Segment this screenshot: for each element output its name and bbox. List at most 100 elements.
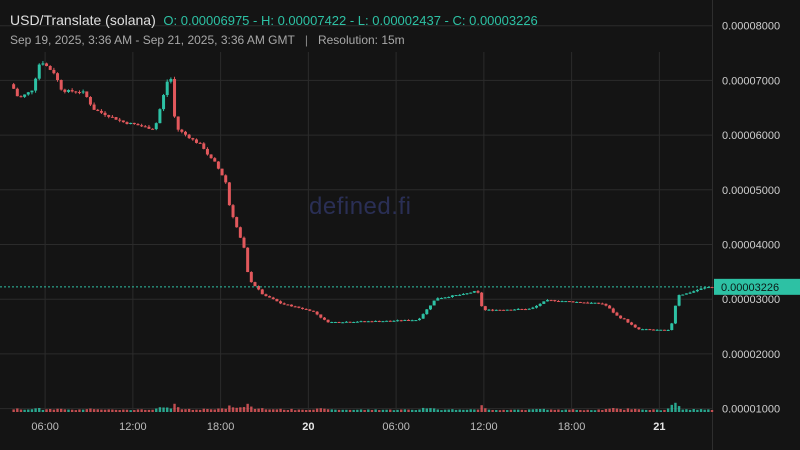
volume-bar (92, 409, 96, 412)
volume-bar (506, 410, 509, 412)
volume-bar (692, 408, 695, 412)
volume-bar (517, 409, 520, 412)
volume-bar (487, 409, 491, 412)
volume-bar (96, 409, 99, 412)
candle-body (191, 138, 195, 140)
candle-body (202, 143, 206, 149)
candle-body (483, 306, 487, 311)
volume-bar (239, 407, 242, 412)
volume-bar (125, 409, 129, 412)
time-axis[interactable]: 06:00 12:00 18:00 20 06:00 12:00 18:00 21 (31, 421, 665, 433)
volume-bar (666, 408, 670, 412)
volume-bar (38, 408, 41, 412)
volume-bar (187, 408, 191, 412)
candle-body (454, 295, 458, 297)
candle-body (666, 330, 670, 332)
candle-body (99, 110, 103, 113)
volume-bar (403, 409, 407, 412)
candle-body (56, 73, 60, 81)
candle-body (692, 291, 696, 293)
candle-body (531, 307, 535, 309)
candle-body (633, 324, 637, 328)
candle-body (45, 63, 49, 66)
volume-bar (330, 409, 333, 412)
volume-bar (363, 409, 366, 412)
price-axis[interactable]: 0.00008000 0.00007000 0.00006000 0.00005000… (722, 21, 780, 416)
volume-bar (45, 409, 48, 412)
volume-bar (370, 409, 374, 412)
candle-body (662, 329, 666, 331)
candle-body (622, 318, 626, 320)
volume-bar (531, 409, 535, 412)
volume-bar (323, 408, 326, 412)
volume-bar (166, 407, 169, 412)
volume-bar (23, 409, 26, 412)
chart-subheader: Sep 19, 2025, 3:36 AM - Sep 21, 2025, 3:… (10, 33, 405, 47)
candle-body (114, 117, 118, 120)
volume-bar (615, 408, 619, 412)
volume-bar (107, 409, 110, 412)
resolution-label[interactable]: Resolution: 15m (317, 33, 405, 47)
volume-bar (604, 409, 608, 412)
candle-body (125, 122, 129, 124)
last-price-label: 0.00003226 (721, 282, 779, 294)
volume-bar (655, 409, 659, 412)
candle-body (637, 327, 641, 330)
candle-body (348, 321, 352, 323)
y-tick-label: 0.00001000 (722, 404, 780, 416)
candle-body (516, 308, 520, 310)
candle-body (600, 303, 604, 305)
volume-bar (63, 409, 67, 412)
candle-body (648, 329, 652, 331)
volume-bar (312, 409, 315, 412)
volume-bar (436, 409, 439, 412)
candle-body (242, 237, 246, 248)
volume-bar (133, 410, 136, 412)
candle-body (527, 308, 531, 310)
time-range: Sep 19, 2025, 3:36 AM - Sep 21, 2025, 3:… (10, 33, 295, 47)
candle-body (677, 295, 681, 306)
candle-body (458, 294, 462, 296)
candle-body (176, 116, 180, 130)
candle-body (641, 329, 645, 331)
volume-bar (575, 409, 578, 412)
candle-body (275, 299, 279, 302)
candle-body (59, 80, 63, 90)
volume-bar (418, 409, 421, 412)
candle-body (578, 301, 582, 303)
candle-body (330, 322, 334, 324)
candle-body (363, 321, 367, 323)
candle-body (425, 309, 429, 315)
volume-bar (699, 409, 703, 412)
volume-bar (451, 409, 454, 412)
volume-bar (480, 405, 483, 412)
candle-body (688, 292, 692, 294)
volume-bar (213, 409, 216, 412)
candle-body (355, 321, 359, 323)
volume-bar (334, 409, 337, 412)
candle-body (575, 301, 579, 303)
candle-body (443, 297, 447, 299)
volume-bar (696, 409, 699, 412)
candle-body (410, 320, 414, 322)
candle-body (290, 304, 294, 307)
volume-bar (648, 409, 652, 412)
candle-body (385, 320, 389, 322)
candle-body (586, 302, 590, 304)
volume-bar (385, 409, 388, 412)
candle-body (246, 247, 250, 273)
volume-bar (663, 409, 666, 412)
volume-bar (264, 409, 268, 412)
volume-bar (345, 409, 348, 412)
volume-bar (304, 410, 308, 412)
candle-body (710, 287, 714, 289)
candle-body (553, 300, 557, 302)
candle-body (615, 312, 619, 316)
volume-bar (597, 409, 600, 412)
candle-body (216, 161, 220, 169)
volume-bar (367, 409, 370, 412)
volume-bar (601, 410, 604, 412)
volume-bar (590, 410, 593, 412)
volume-bar (509, 409, 513, 412)
